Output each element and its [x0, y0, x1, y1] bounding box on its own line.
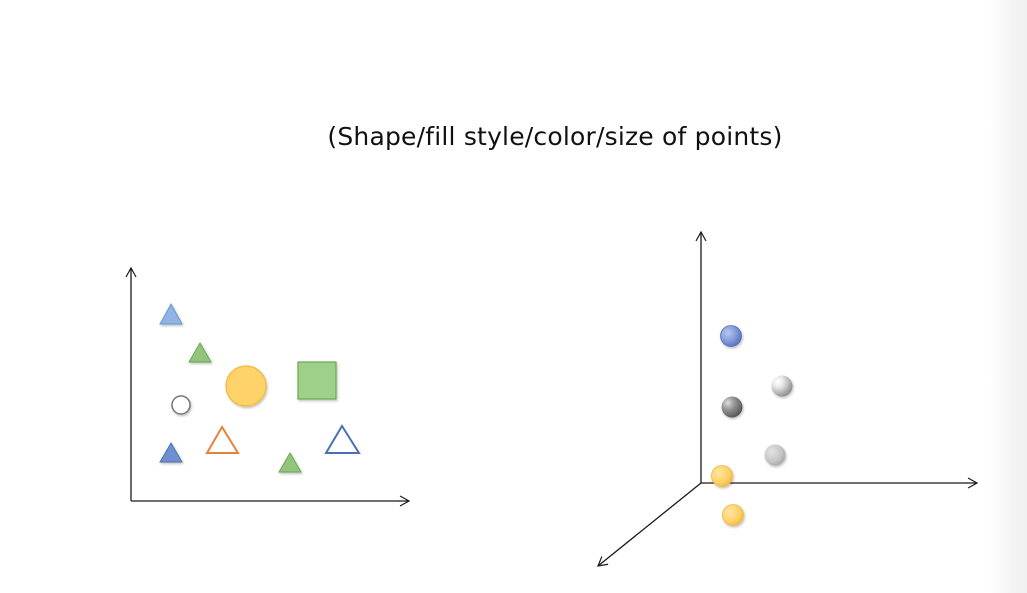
point-sphere-gray-light [764, 444, 786, 466]
point-square-green-large [297, 361, 337, 400]
point-circle-yellow-large [225, 365, 267, 407]
point-sphere-gray-dark [721, 396, 743, 418]
point-triangle-light-blue [159, 302, 183, 325]
point-triangle-blue [159, 442, 183, 463]
point-sphere-yellow-front [722, 504, 744, 526]
point-sphere-gray-shiny [771, 375, 793, 397]
3d-scatter-diagram [597, 230, 979, 567]
point-circle-hollow-gray [171, 395, 191, 415]
slide-caption: (Shape/fill style/color/size of points) [327, 122, 783, 151]
point-triangle-green-bottom [278, 452, 302, 473]
point-triangle-green-top [188, 342, 212, 363]
point-triangle-hollow-orange [205, 425, 240, 454]
point-sphere-yellow-origin [711, 465, 733, 487]
point-triangle-hollow-navy [324, 424, 361, 454]
2d-scatter-diagram [125, 266, 411, 507]
point-sphere-blue [720, 325, 742, 347]
slide-edge-shadow [990, 0, 1027, 593]
3d-z-axis [597, 482, 702, 567]
